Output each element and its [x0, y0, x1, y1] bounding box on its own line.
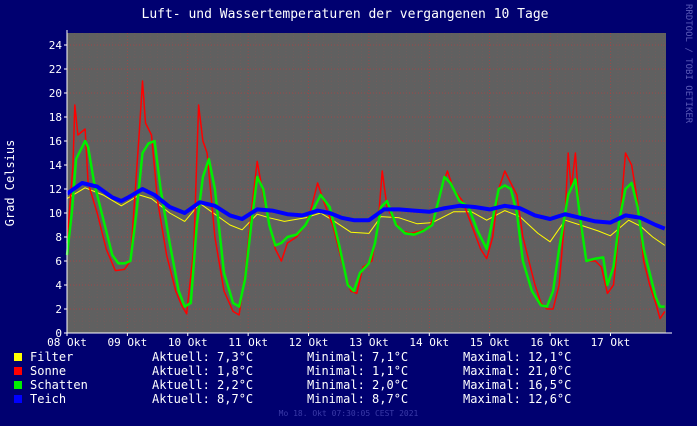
y-tick-label: 16: [49, 135, 62, 148]
x-tick-label: 10 Okt: [168, 336, 208, 349]
y-tick-label: 6: [55, 255, 62, 268]
y-tick-label: 14: [49, 159, 63, 172]
legend-current: Aktuell: 2,2°C: [152, 378, 254, 392]
legend-minimum: Minimal: 7,1°C: [307, 350, 409, 364]
legend-label: Teich: [30, 392, 67, 406]
legend-maximum: Maximal: 12,6°C: [463, 392, 572, 406]
legend-current: Aktuell: 8,7°C: [152, 392, 254, 406]
x-tick-label: 09 Okt: [108, 336, 148, 349]
y-tick-label: 2: [55, 303, 62, 316]
y-tick-label: 18: [49, 111, 62, 124]
legend-minimum: Minimal: 2,0°C: [307, 378, 409, 392]
legend-maximum: Maximal: 16,5°C: [463, 378, 572, 392]
x-tick-label: 11 Okt: [228, 336, 268, 349]
legend-label: Sonne: [30, 364, 67, 378]
legend-minimum: Minimal: 8,7°C: [307, 392, 409, 406]
legend-row-filter: Filter Aktuell: 7,3°C Minimal: 7,1°C Max…: [0, 350, 697, 364]
legend-swatch-filter: [14, 353, 22, 361]
y-tick-label: 22: [49, 63, 62, 76]
series-line-teich: [65, 181, 666, 231]
legend-minimum: Minimal: 1,1°C: [307, 364, 409, 378]
series-group: [65, 80, 666, 320]
x-tick-label: 17 Okt: [591, 336, 631, 349]
legend-swatch-teich: [14, 395, 22, 403]
temperature-chart: Luft- und Wassertemperaturen der vergang…: [3, 7, 672, 349]
x-ticks: 08 Okt 09 Okt 10 Okt 11 Okt 12 Okt 13 Okt 14 O…: [47, 333, 630, 349]
y-tick-label: 12: [49, 183, 62, 196]
x-tick-label: 12 Okt: [289, 336, 329, 349]
series-line-sonne: [66, 80, 666, 320]
legend-label: Schatten: [30, 378, 88, 392]
x-tick-label: 08 Okt: [47, 336, 87, 349]
x-tick-label: 15 Okt: [470, 336, 510, 349]
legend-row-schatten: Schatten Aktuell: 2,2°C Minimal: 2,0°C M…: [0, 378, 697, 392]
legend-maximum: Maximal: 12,1°C: [463, 350, 572, 364]
y-tick-label: 24: [49, 39, 63, 52]
x-tick-label: 14 Okt: [409, 336, 449, 349]
legend-maximum: Maximal: 21,0°C: [463, 364, 572, 378]
legend-current: Aktuell: 1,8°C: [152, 364, 254, 378]
chart-title: Luft- und Wassertemperaturen der vergang…: [142, 7, 549, 22]
legend-swatch-sonne: [14, 367, 22, 375]
x-tick-label: 13 Okt: [349, 336, 389, 349]
y-tick-label: 8: [55, 231, 62, 244]
x-tick-label: 16 Okt: [530, 336, 570, 349]
legend-row-teich: Teich Aktuell: 8,7°C Minimal: 8,7°C Maxi…: [0, 392, 697, 406]
legend-swatch-schatten: [14, 381, 22, 389]
y-tick-label: 10: [49, 207, 62, 220]
y-tick-label: 0: [55, 327, 62, 340]
y-tick-label: 20: [49, 87, 62, 100]
timestamp: Mo 18. Okt 07:30:05 CEST 2021: [278, 409, 419, 418]
grid: [66, 33, 666, 334]
y-tick-label: 4: [55, 279, 62, 292]
legend-label: Filter: [30, 350, 74, 364]
y-axis-label: Grad Celsius: [3, 140, 17, 227]
series-line-filter: [66, 187, 666, 246]
legend-row-sonne: Sonne Aktuell: 1,8°C Minimal: 1,1°C Maxi…: [0, 364, 697, 378]
side-credit: RRDTOOL / TOBI OETIKER: [683, 4, 693, 124]
series-line-schatten: [65, 139, 665, 308]
legend-current: Aktuell: 7,3°C: [152, 350, 254, 364]
